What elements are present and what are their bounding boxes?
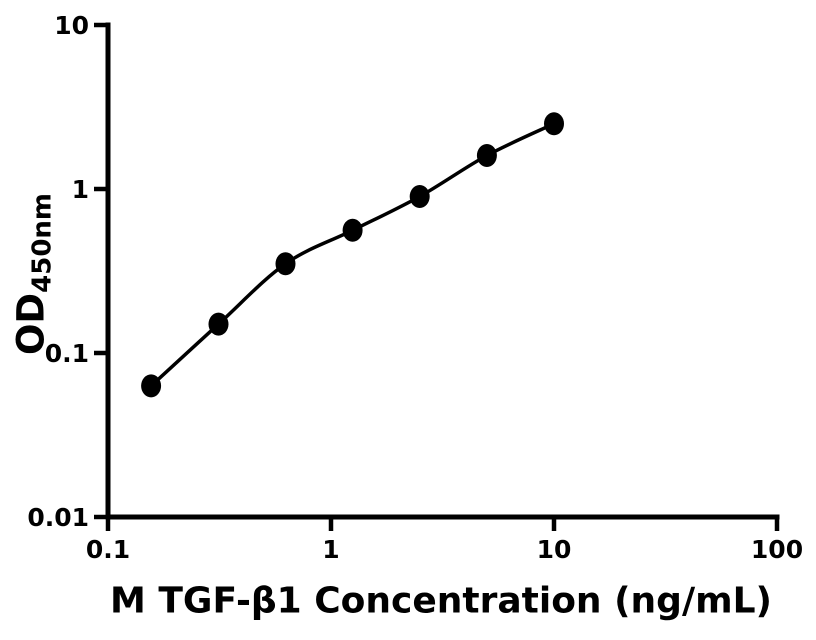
y-tick-label: 10 — [54, 11, 89, 40]
y-tick-label: 0.1 — [45, 339, 89, 368]
y-tick-label: 1 — [72, 175, 89, 204]
y-axis-title: OD450nm — [9, 193, 58, 356]
x-tick-label: 0.1 — [86, 535, 130, 564]
data-point-marker — [208, 312, 229, 336]
y-axis-title-main: OD — [9, 292, 53, 356]
x-axis-title: M TGF-β1 Concentration (ng/mL) — [109, 580, 773, 622]
data-point-marker — [275, 252, 296, 276]
x-tick-label: 10 — [537, 535, 572, 564]
y-tick-label: 0.01 — [27, 503, 89, 532]
x-tick-label: 1 — [322, 535, 339, 564]
data-point-marker — [409, 185, 430, 208]
x-tick-label: 100 — [751, 535, 803, 564]
data-point-marker — [141, 374, 162, 398]
data-point-marker — [342, 218, 363, 242]
data-point-marker — [544, 112, 564, 136]
data-point-marker — [476, 144, 497, 167]
y-axis-title-subscript: 450nm — [27, 192, 58, 293]
